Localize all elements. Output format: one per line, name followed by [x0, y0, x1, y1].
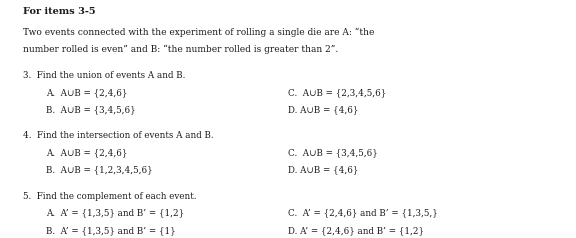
Text: Two events connected with the experiment of rolling a single die are A: “the: Two events connected with the experiment…	[23, 27, 374, 37]
Text: C.  A∪B = {3,4,5,6}: C. A∪B = {3,4,5,6}	[288, 148, 378, 157]
Text: D. A∪B = {4,6}: D. A∪B = {4,6}	[288, 105, 358, 114]
Text: 5.  Find the complement of each event.: 5. Find the complement of each event.	[23, 192, 196, 201]
Text: For items 3-5: For items 3-5	[23, 7, 96, 16]
Text: B.  A’ = {1,3,5} and B’ = {1}: B. A’ = {1,3,5} and B’ = {1}	[46, 226, 176, 235]
Text: D. A’ = {2,4,6} and B’ = {1,2}: D. A’ = {2,4,6} and B’ = {1,2}	[288, 226, 424, 235]
Text: 4.  Find the intersection of events A and B.: 4. Find the intersection of events A and…	[23, 131, 214, 140]
Text: C.  A’ = {2,4,6} and B’ = {1,3,5,}: C. A’ = {2,4,6} and B’ = {1,3,5,}	[288, 209, 438, 218]
Text: B.  A∪B = {3,4,5,6}: B. A∪B = {3,4,5,6}	[46, 105, 136, 114]
Text: C.  A∪B = {2,3,4,5,6}: C. A∪B = {2,3,4,5,6}	[288, 88, 386, 97]
Text: B.  A∪B = {1,2,3,4,5,6}: B. A∪B = {1,2,3,4,5,6}	[46, 165, 153, 174]
Text: A.  A∪B = {2,4,6}: A. A∪B = {2,4,6}	[46, 148, 127, 157]
Text: number rolled is even” and B: “the number rolled is greater than 2”.: number rolled is even” and B: “the numbe…	[23, 45, 338, 54]
Text: D. A∪B = {4,6}: D. A∪B = {4,6}	[288, 165, 358, 174]
Text: A.  A∪B = {2,4,6}: A. A∪B = {2,4,6}	[46, 88, 127, 97]
Text: A.  A’ = {1,3,5} and B’ = {1,2}: A. A’ = {1,3,5} and B’ = {1,2}	[46, 209, 184, 218]
Text: 3.  Find the union of events A and B.: 3. Find the union of events A and B.	[23, 71, 185, 80]
